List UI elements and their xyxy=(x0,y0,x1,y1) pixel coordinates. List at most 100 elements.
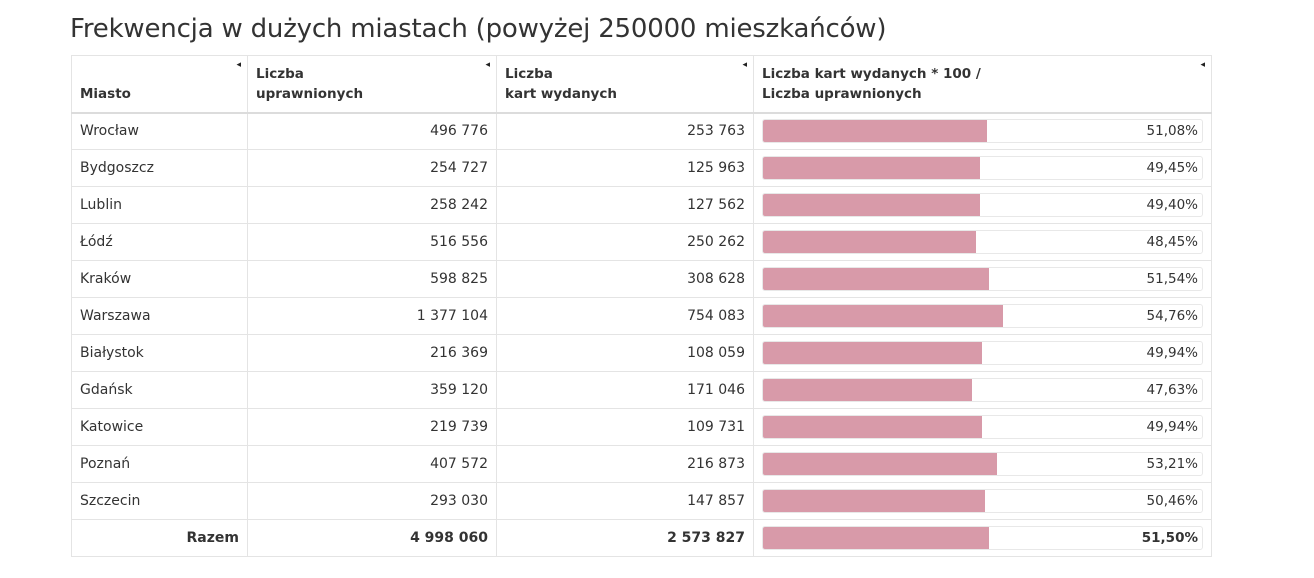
table-row: Gdańsk 359 120 171 046 47,63% xyxy=(71,371,1212,409)
turnout-cell: 49,94% xyxy=(753,408,1212,446)
turnout-bar-track: 51,50% xyxy=(762,526,1203,550)
turnout-bar-fill xyxy=(763,490,985,512)
turnout-bar-fill xyxy=(763,268,990,290)
table-row: Łódź 516 556 250 262 48,45% xyxy=(71,223,1212,261)
eligible-count: 496 776 xyxy=(247,112,497,150)
turnout-cell: 53,21% xyxy=(753,445,1212,483)
table-row: Poznań 407 572 216 873 53,21% xyxy=(71,445,1212,483)
turnout-bar-track: 49,40% xyxy=(762,193,1203,217)
table-body: Wrocław 496 776 253 763 51,08% Bydgoszcz 254 … xyxy=(71,112,1212,557)
issued-count: 109 731 xyxy=(496,408,754,446)
sort-icon[interactable]: ◂ xyxy=(236,60,241,70)
sort-icon[interactable]: ◂ xyxy=(485,60,490,70)
issued-count: 125 963 xyxy=(496,149,754,187)
eligible-count: 516 556 xyxy=(247,223,497,261)
turnout-bar-fill xyxy=(763,342,983,364)
eligible-count: 1 377 104 xyxy=(247,297,497,335)
city-name: Poznań xyxy=(71,445,248,483)
turnout-bar-track: 53,21% xyxy=(762,452,1203,476)
table-row: Białystok 216 369 108 059 49,94% xyxy=(71,334,1212,372)
turnout-bar-fill xyxy=(763,305,1004,327)
table-row: Bydgoszcz 254 727 125 963 49,45% xyxy=(71,149,1212,187)
turnout-table: ◂ Miasto ◂ Liczba uprawnionych ◂ Liczba … xyxy=(71,55,1212,557)
city-name: Warszawa xyxy=(71,297,248,335)
total-label: Razem xyxy=(71,519,248,557)
turnout-percent: 48,45% xyxy=(1146,234,1198,250)
table-row: Kraków 598 825 308 628 51,54% xyxy=(71,260,1212,298)
issued-count: 171 046 xyxy=(496,371,754,409)
column-header-turnout[interactable]: ◂ Liczba kart wydanych * 100 / Liczba up… xyxy=(753,55,1212,114)
turnout-bar-track: 54,76% xyxy=(762,304,1203,328)
column-header-label: kart wydanych xyxy=(505,85,617,102)
total-row: Razem 4 998 060 2 573 827 51,50% xyxy=(71,519,1212,557)
column-header-issued[interactable]: ◂ Liczba kart wydanych xyxy=(496,55,754,114)
city-name: Lublin xyxy=(71,186,248,224)
eligible-count: 407 572 xyxy=(247,445,497,483)
column-header-label: Liczba xyxy=(505,65,553,82)
turnout-bar-fill xyxy=(763,231,976,253)
turnout-percent: 51,08% xyxy=(1146,123,1198,140)
turnout-bar-track: 49,94% xyxy=(762,341,1203,365)
turnout-percent: 50,46% xyxy=(1146,493,1198,509)
turnout-bar-fill xyxy=(763,157,981,179)
issued-count: 108 059 xyxy=(496,334,754,372)
issued-count: 147 857 xyxy=(496,482,754,520)
eligible-count: 598 825 xyxy=(247,260,497,298)
turnout-percent: 54,76% xyxy=(1146,308,1198,324)
turnout-cell: 51,08% xyxy=(753,112,1212,150)
header-row: ◂ Miasto ◂ Liczba uprawnionych ◂ Liczba … xyxy=(71,55,1212,114)
turnout-percent: 49,94% xyxy=(1146,419,1198,435)
turnout-percent: 47,63% xyxy=(1146,382,1198,398)
city-name: Gdańsk xyxy=(71,371,248,409)
turnout-cell: 49,94% xyxy=(753,334,1212,372)
turnout-bar-track: 50,46% xyxy=(762,489,1203,513)
turnout-cell: 48,45% xyxy=(753,223,1212,261)
turnout-bar-fill xyxy=(763,527,990,549)
eligible-count: 216 369 xyxy=(247,334,497,372)
table-row: Katowice 219 739 109 731 49,94% xyxy=(71,408,1212,446)
turnout-bar-track: 48,45% xyxy=(762,230,1203,254)
city-name: Białystok xyxy=(71,334,248,372)
sort-icon[interactable]: ◂ xyxy=(742,60,747,70)
city-name: Szczecin xyxy=(71,482,248,520)
turnout-percent: 49,94% xyxy=(1146,345,1198,361)
eligible-count: 254 727 xyxy=(247,149,497,187)
city-name: Wrocław xyxy=(71,112,248,150)
column-header-eligible[interactable]: ◂ Liczba uprawnionych xyxy=(247,55,497,114)
turnout-bar-track: 49,94% xyxy=(762,415,1203,439)
turnout-cell: 49,40% xyxy=(753,186,1212,224)
sort-icon[interactable]: ◂ xyxy=(1200,60,1205,70)
turnout-percent: 51,54% xyxy=(1146,271,1198,287)
turnout-bar-fill xyxy=(763,453,997,475)
eligible-count: 359 120 xyxy=(247,371,497,409)
turnout-cell: 49,45% xyxy=(753,149,1212,187)
issued-count: 250 262 xyxy=(496,223,754,261)
eligible-count: 219 739 xyxy=(247,408,497,446)
turnout-cell: 47,63% xyxy=(753,371,1212,409)
table-row: Szczecin 293 030 147 857 50,46% xyxy=(71,482,1212,520)
issued-count: 127 562 xyxy=(496,186,754,224)
turnout-bar-track: 47,63% xyxy=(762,378,1203,402)
issued-count: 216 873 xyxy=(496,445,754,483)
table-row: Warszawa 1 377 104 754 083 54,76% xyxy=(71,297,1212,335)
turnout-percent: 49,40% xyxy=(1146,197,1198,213)
eligible-count: 293 030 xyxy=(247,482,497,520)
city-name: Katowice xyxy=(71,408,248,446)
turnout-cell: 51,54% xyxy=(753,260,1212,298)
table-row: Lublin 258 242 127 562 49,40% xyxy=(71,186,1212,224)
column-header-label: uprawnionych xyxy=(256,85,364,102)
column-header-label: Miasto xyxy=(80,85,131,102)
eligible-count: 258 242 xyxy=(247,186,497,224)
turnout-bar-track: 49,45% xyxy=(762,156,1203,180)
turnout-bar-fill xyxy=(763,194,980,216)
issued-count: 253 763 xyxy=(496,112,754,150)
turnout-bar-fill xyxy=(763,379,973,401)
turnout-cell: 54,76% xyxy=(753,297,1212,335)
turnout-percent: 51,50% xyxy=(1141,530,1198,546)
column-header-label: Liczba uprawnionych xyxy=(762,85,922,102)
column-header-label: Liczba kart wydanych * 100 / xyxy=(762,65,981,82)
turnout-bar-fill xyxy=(763,120,988,143)
city-name: Kraków xyxy=(71,260,248,298)
page-title: Frekwencja w dużych miastach (powyżej 25… xyxy=(70,14,887,44)
column-header-city[interactable]: ◂ Miasto xyxy=(71,55,248,114)
